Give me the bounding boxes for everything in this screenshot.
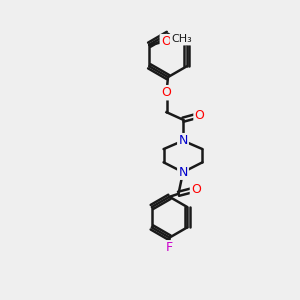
Text: O: O xyxy=(195,109,204,122)
Text: O: O xyxy=(191,183,201,196)
Text: CH₃: CH₃ xyxy=(171,34,192,44)
Text: N: N xyxy=(178,134,188,147)
Text: O: O xyxy=(162,86,171,99)
Text: O: O xyxy=(161,35,171,48)
Text: N: N xyxy=(178,166,188,179)
Text: F: F xyxy=(166,241,173,254)
